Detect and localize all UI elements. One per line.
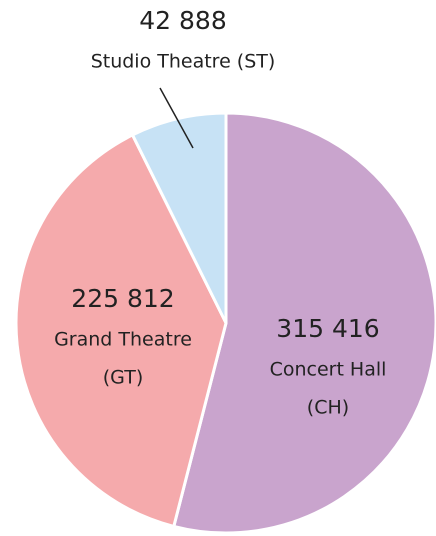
value-label: 225 812 xyxy=(71,284,174,313)
value-label: 315 416 xyxy=(276,314,379,343)
slice-label: (GT) xyxy=(103,367,143,389)
slice-label: Studio Theatre (ST) xyxy=(91,51,276,73)
slice-label: (CH) xyxy=(307,397,349,419)
slice-label: Grand Theatre xyxy=(54,329,192,351)
slice-label: Concert Hall xyxy=(270,359,387,381)
pie-slice xyxy=(171,111,436,535)
value-label: 42 888 xyxy=(139,6,226,35)
leader-line xyxy=(159,87,194,149)
pie-slice xyxy=(14,132,228,529)
pie-slice xyxy=(130,111,228,324)
